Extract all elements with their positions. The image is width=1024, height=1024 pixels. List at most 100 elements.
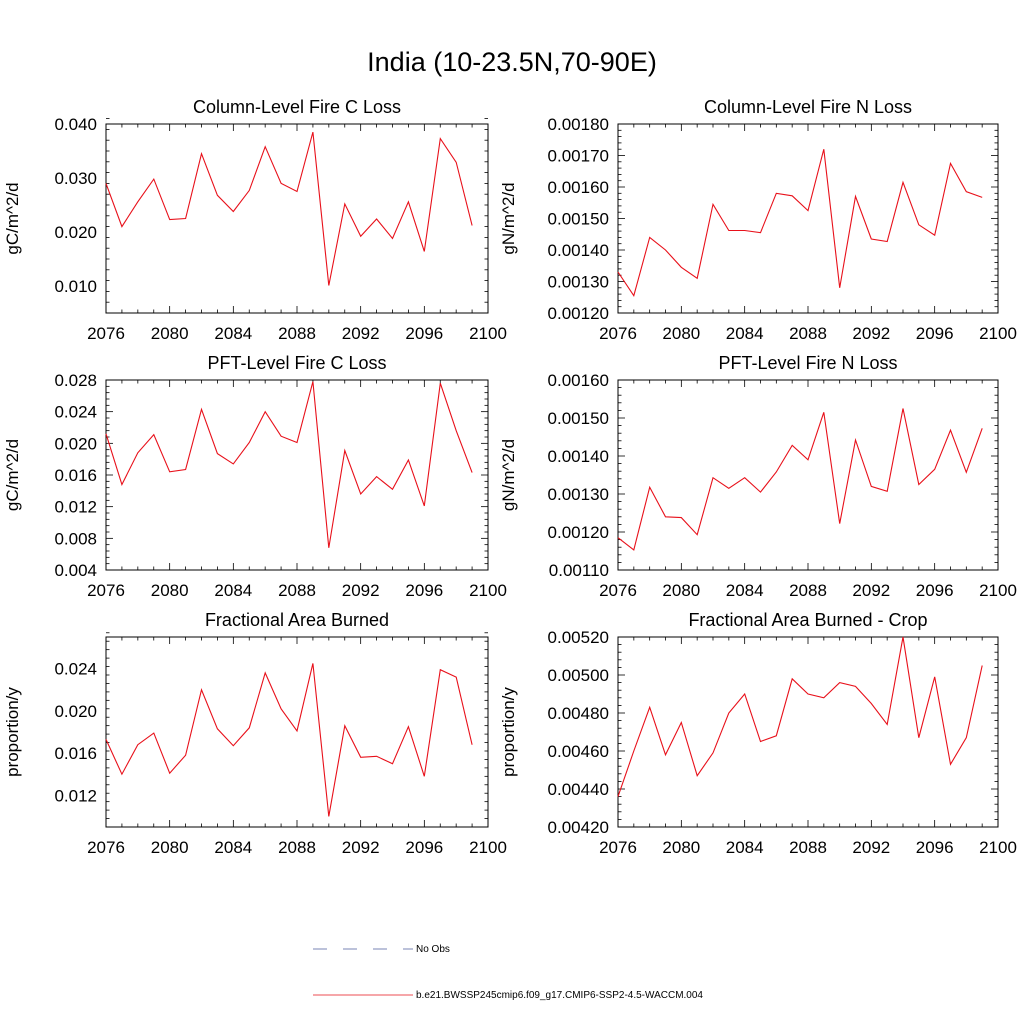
y-tick-label: 0.00150	[548, 210, 609, 229]
x-tick-label: 2096	[916, 324, 954, 343]
x-tick-label: 2076	[87, 838, 125, 857]
x-tick-label: 2096	[916, 838, 954, 857]
chart-panel-2: Column-Level Fire N Loss 2076 2080 2084 2088…	[499, 97, 1017, 343]
y-tick-label: 0.00150	[548, 409, 609, 428]
legend-obs-label: No Obs	[416, 944, 450, 955]
y-tick-label: 0.016	[54, 466, 97, 485]
y-tick-label: 0.012	[54, 786, 97, 805]
y-tick-label: 0.00170	[548, 147, 609, 166]
y-tick-label: 0.00120	[548, 304, 609, 323]
x-tick-label: 2100	[979, 581, 1017, 600]
y-tick-label: 0.024	[54, 403, 97, 422]
figure-title: India (10-23.5N,70-90E)	[367, 47, 657, 77]
y-tick-label: 0.016	[54, 744, 97, 763]
x-tick-label: 2088	[278, 838, 316, 857]
panel-title: PFT-Level Fire C Loss	[207, 353, 386, 373]
x-tick-label: 2084	[726, 581, 764, 600]
x-tick-label: 2092	[342, 838, 380, 857]
chart-panel-4: PFT-Level Fire N Loss 2076 2080 2084 2088 209…	[499, 353, 1017, 600]
x-tick-label: 2080	[662, 324, 700, 343]
y-tick-label: 0.020	[54, 434, 97, 453]
y-tick-label: 0.028	[54, 371, 97, 390]
series-line	[617, 149, 983, 298]
plot-frame	[617, 636, 999, 828]
y-tick-label: 0.00160	[548, 371, 609, 390]
y-tick-label: 0.00130	[548, 485, 609, 504]
x-tick-label: 2100	[469, 581, 507, 600]
legend-model-label: b.e21.BWSSP245cmip6.f09_g17.CMIP6-SSP2-4…	[416, 990, 703, 1001]
y-tick-label: 0.00140	[548, 241, 609, 260]
x-tick-label: 2080	[151, 838, 189, 857]
x-tick-label: 2100	[979, 324, 1017, 343]
y-tick-label: 0.00140	[548, 447, 609, 466]
panel-title: Column-Level Fire N Loss	[704, 97, 912, 117]
x-tick-label: 2080	[151, 324, 189, 343]
x-tick-label: 2100	[979, 838, 1017, 857]
panel-title: Fractional Area Burned	[205, 610, 389, 630]
y-tick-label: 0.00440	[548, 780, 609, 799]
x-tick-label: 2080	[151, 581, 189, 600]
y-tick-label: 0.00130	[548, 273, 609, 292]
x-tick-label: 2088	[789, 324, 827, 343]
y-tick-label: 0.010	[54, 277, 97, 296]
y-tick-label: 0.040	[54, 115, 97, 134]
x-tick-label: 2084	[214, 324, 252, 343]
y-tick-label: 0.00120	[548, 523, 609, 542]
y-tick-label: 0.012	[54, 498, 97, 517]
chart-panel-6: Fractional Area Burned - Crop 2076 2080 208…	[499, 610, 1017, 857]
series-line	[105, 663, 473, 817]
x-tick-label: 2088	[278, 581, 316, 600]
panel-title: Fractional Area Burned - Crop	[688, 610, 927, 630]
y-axis-label: proportion/y	[499, 687, 518, 777]
x-tick-label: 2096	[405, 581, 443, 600]
x-tick-label: 2092	[852, 838, 890, 857]
y-axis-label: proportion/y	[3, 687, 22, 777]
y-tick-label: 0.030	[54, 169, 97, 188]
x-tick-label: 2076	[599, 324, 637, 343]
y-tick-label: 0.008	[54, 529, 97, 548]
y-tick-label: 0.00480	[548, 704, 609, 723]
y-axis-label: gN/m^2/d	[499, 182, 518, 254]
series-line	[105, 381, 473, 548]
x-tick-label: 2092	[342, 581, 380, 600]
y-axis-label: gC/m^2/d	[3, 182, 22, 254]
y-tick-label: 0.00500	[548, 666, 609, 685]
x-tick-label: 2088	[789, 838, 827, 857]
panel-title: PFT-Level Fire N Loss	[718, 353, 897, 373]
series-line	[617, 408, 983, 551]
x-tick-label: 2080	[662, 838, 700, 857]
y-tick-label: 0.020	[54, 702, 97, 721]
x-tick-label: 2076	[599, 581, 637, 600]
series-line	[617, 636, 983, 797]
chart-panel-1: Column-Level Fire C Loss 2076 2080 2084 2088…	[3, 97, 507, 343]
y-tick-label: 0.00420	[548, 818, 609, 837]
x-tick-label: 2096	[405, 838, 443, 857]
plot-frame	[105, 379, 489, 571]
y-tick-label: 0.00460	[548, 742, 609, 761]
x-tick-label: 2100	[469, 838, 507, 857]
plot-frame	[105, 123, 489, 314]
y-tick-label: 0.00160	[548, 178, 609, 197]
chart-panel-3: PFT-Level Fire C Loss 2076 2080 2084 2088 209…	[3, 353, 507, 600]
plot-frame	[617, 379, 999, 571]
y-tick-label: 0.004	[54, 561, 97, 580]
y-tick-label: 0.00180	[548, 115, 609, 134]
x-tick-label: 2092	[852, 324, 890, 343]
panels-layer: Column-Level Fire C Loss 2076 2080 2084 2088…	[3, 97, 1017, 857]
x-tick-label: 2076	[87, 324, 125, 343]
y-tick-label: 0.00520	[548, 628, 609, 647]
y-axis-label: gC/m^2/d	[3, 439, 22, 511]
x-tick-label: 2088	[278, 324, 316, 343]
y-tick-label: 0.00110	[549, 561, 609, 580]
x-tick-label: 2100	[469, 324, 507, 343]
x-tick-label: 2096	[916, 581, 954, 600]
x-tick-label: 2088	[789, 581, 827, 600]
panel-title: Column-Level Fire C Loss	[193, 97, 401, 117]
x-tick-label: 2080	[662, 581, 700, 600]
chart-panel-5: Fractional Area Burned 2076 2080 2084 2088 20…	[3, 610, 507, 857]
legend: No Obs b.e21.BWSSP245cmip6.f09_g17.CMIP6…	[313, 944, 703, 1001]
x-tick-label: 2084	[726, 324, 764, 343]
x-tick-label: 2076	[599, 838, 637, 857]
x-tick-label: 2084	[214, 581, 252, 600]
